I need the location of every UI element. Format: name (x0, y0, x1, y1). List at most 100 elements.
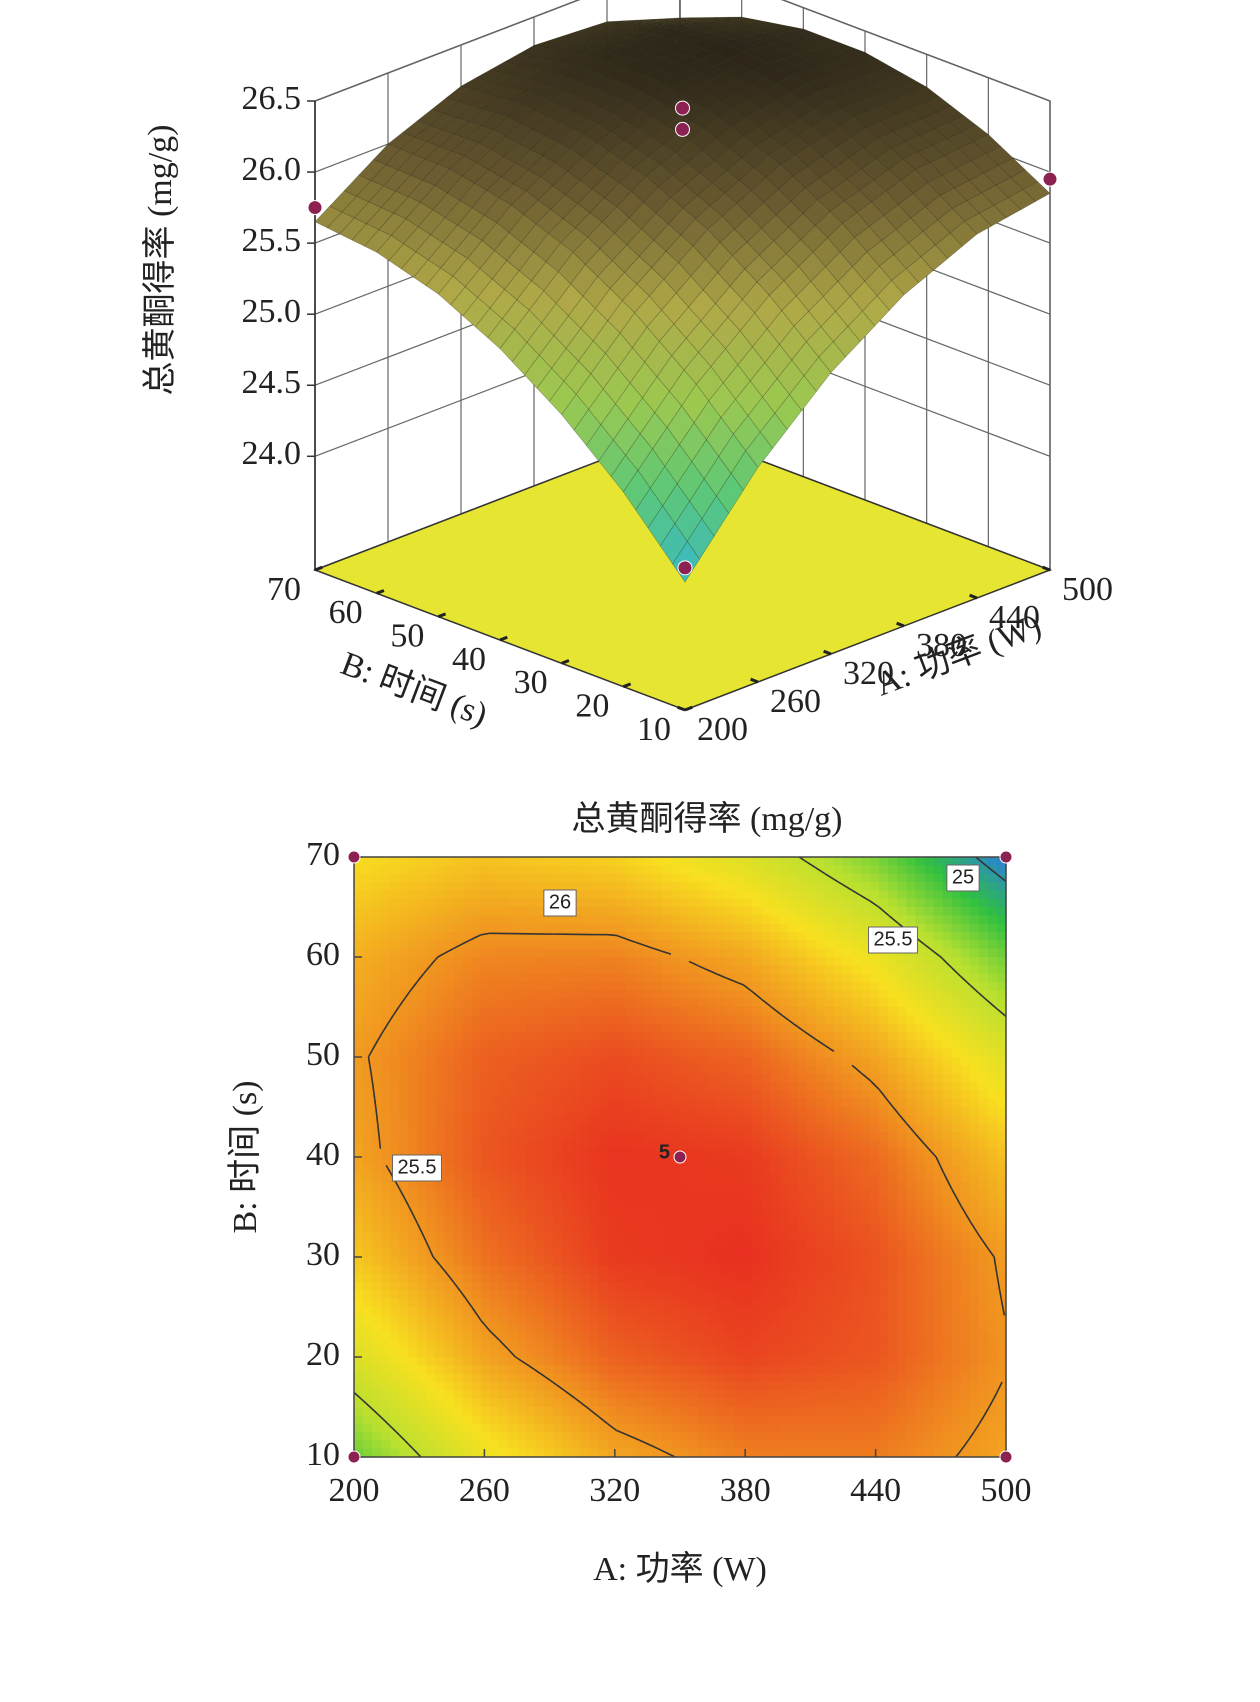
heat-cell (969, 1115, 980, 1125)
heat-cell (815, 1073, 826, 1083)
heat-cell (408, 1282, 418, 1291)
heat-cell (716, 873, 726, 883)
heat-cell (870, 1082, 880, 1091)
heat-cell (870, 873, 880, 883)
heat-cell (571, 1065, 581, 1075)
heat-cell (797, 1023, 808, 1033)
heat-cell (354, 923, 364, 933)
heat-cell (571, 1057, 581, 1066)
heat-cell (381, 1307, 391, 1316)
heat-cell (707, 1098, 717, 1108)
heat-cell (517, 1007, 527, 1016)
heat-cell (670, 1232, 681, 1241)
heat-cell (716, 907, 726, 916)
heat-cell (544, 1273, 554, 1283)
heat-cell (363, 1307, 373, 1316)
heat-cell (643, 1232, 654, 1241)
heat-cell (580, 1323, 591, 1333)
heat-cell (444, 1273, 455, 1283)
heat-cell (806, 1240, 817, 1250)
heat-cell (752, 1290, 763, 1300)
heat-cell (861, 1265, 871, 1275)
heat-cell (408, 1298, 418, 1308)
heat-cell (806, 1107, 817, 1116)
heat-cell (507, 932, 518, 941)
heat-cell (444, 973, 455, 983)
heat-cell (625, 1107, 636, 1116)
heat-cell (960, 1032, 971, 1041)
heat-cell (517, 1115, 527, 1125)
heat-cell (734, 1157, 744, 1166)
heat-cell (634, 1215, 645, 1225)
heat-cell (788, 1332, 799, 1341)
heat-cell (833, 1015, 844, 1025)
heat-cell (906, 957, 917, 966)
heat-cell (544, 1007, 554, 1016)
heat-cell (390, 1023, 400, 1033)
heat-cell (417, 1098, 428, 1108)
heat-cell (815, 1332, 826, 1341)
heat-cell (924, 1173, 935, 1183)
surface-patch (407, 179, 436, 203)
heat-cell (924, 965, 935, 975)
heat-cell (661, 1015, 672, 1025)
heat-cell (616, 1265, 627, 1275)
heat-cell (444, 1332, 455, 1341)
heat-cell (643, 1298, 654, 1308)
heat-cell (689, 1098, 699, 1108)
heat-cell (725, 1273, 735, 1283)
heat-cell (960, 890, 971, 900)
heat-cell (453, 982, 464, 991)
heat-cell (571, 1173, 581, 1183)
heat-cell (417, 865, 428, 875)
heat-cell (969, 1123, 980, 1133)
heat-cell (824, 1315, 835, 1325)
heat-cell (408, 1273, 418, 1283)
heat-cell (435, 1115, 446, 1125)
heat-cell (462, 1115, 473, 1125)
heat-cell (435, 857, 446, 866)
heat-cell (897, 1323, 907, 1333)
heat-cell (833, 1190, 844, 1200)
heat-cell (462, 1065, 473, 1075)
heat-cell (996, 1065, 1007, 1075)
heat-cell (969, 1290, 980, 1300)
heat-cell (761, 957, 772, 966)
heat-cell (797, 1207, 808, 1216)
heat-cell (815, 1173, 826, 1183)
heat-cell (707, 948, 717, 958)
heat-cell (716, 857, 726, 866)
heat-cell (480, 857, 491, 866)
heat-cell (788, 865, 799, 875)
heat-cell (625, 965, 636, 975)
heat-cell (797, 1082, 808, 1091)
heat-cell (399, 1207, 409, 1216)
heat-cell (788, 957, 799, 966)
heat-cell (444, 1165, 455, 1175)
heat-cell (544, 1023, 554, 1033)
heat-cell (815, 1282, 826, 1291)
heat-cell (806, 1090, 817, 1100)
heat-cell (761, 1182, 772, 1191)
heat-cell (652, 1015, 663, 1025)
heat-cell (417, 948, 428, 958)
heat-cell (363, 1165, 373, 1175)
heat-cell (354, 1198, 364, 1208)
heat-cell (399, 1048, 409, 1058)
heat-cell (897, 1232, 907, 1241)
heat-cell (698, 1323, 708, 1333)
heat-cell (363, 1207, 373, 1216)
heat-cell (861, 932, 871, 941)
heat-cell (725, 998, 735, 1008)
heat-cell (942, 1282, 953, 1291)
heat-cell (661, 940, 672, 950)
heat-cell (933, 1098, 944, 1108)
heat-cell (779, 1298, 790, 1308)
heat-cell (888, 1232, 898, 1241)
heat-cell (453, 932, 464, 941)
heat-cell (698, 957, 708, 966)
heat-cell (861, 1057, 871, 1066)
heat-cell (417, 1032, 428, 1041)
heat-cell (698, 890, 708, 900)
heat-cell (987, 1290, 998, 1300)
